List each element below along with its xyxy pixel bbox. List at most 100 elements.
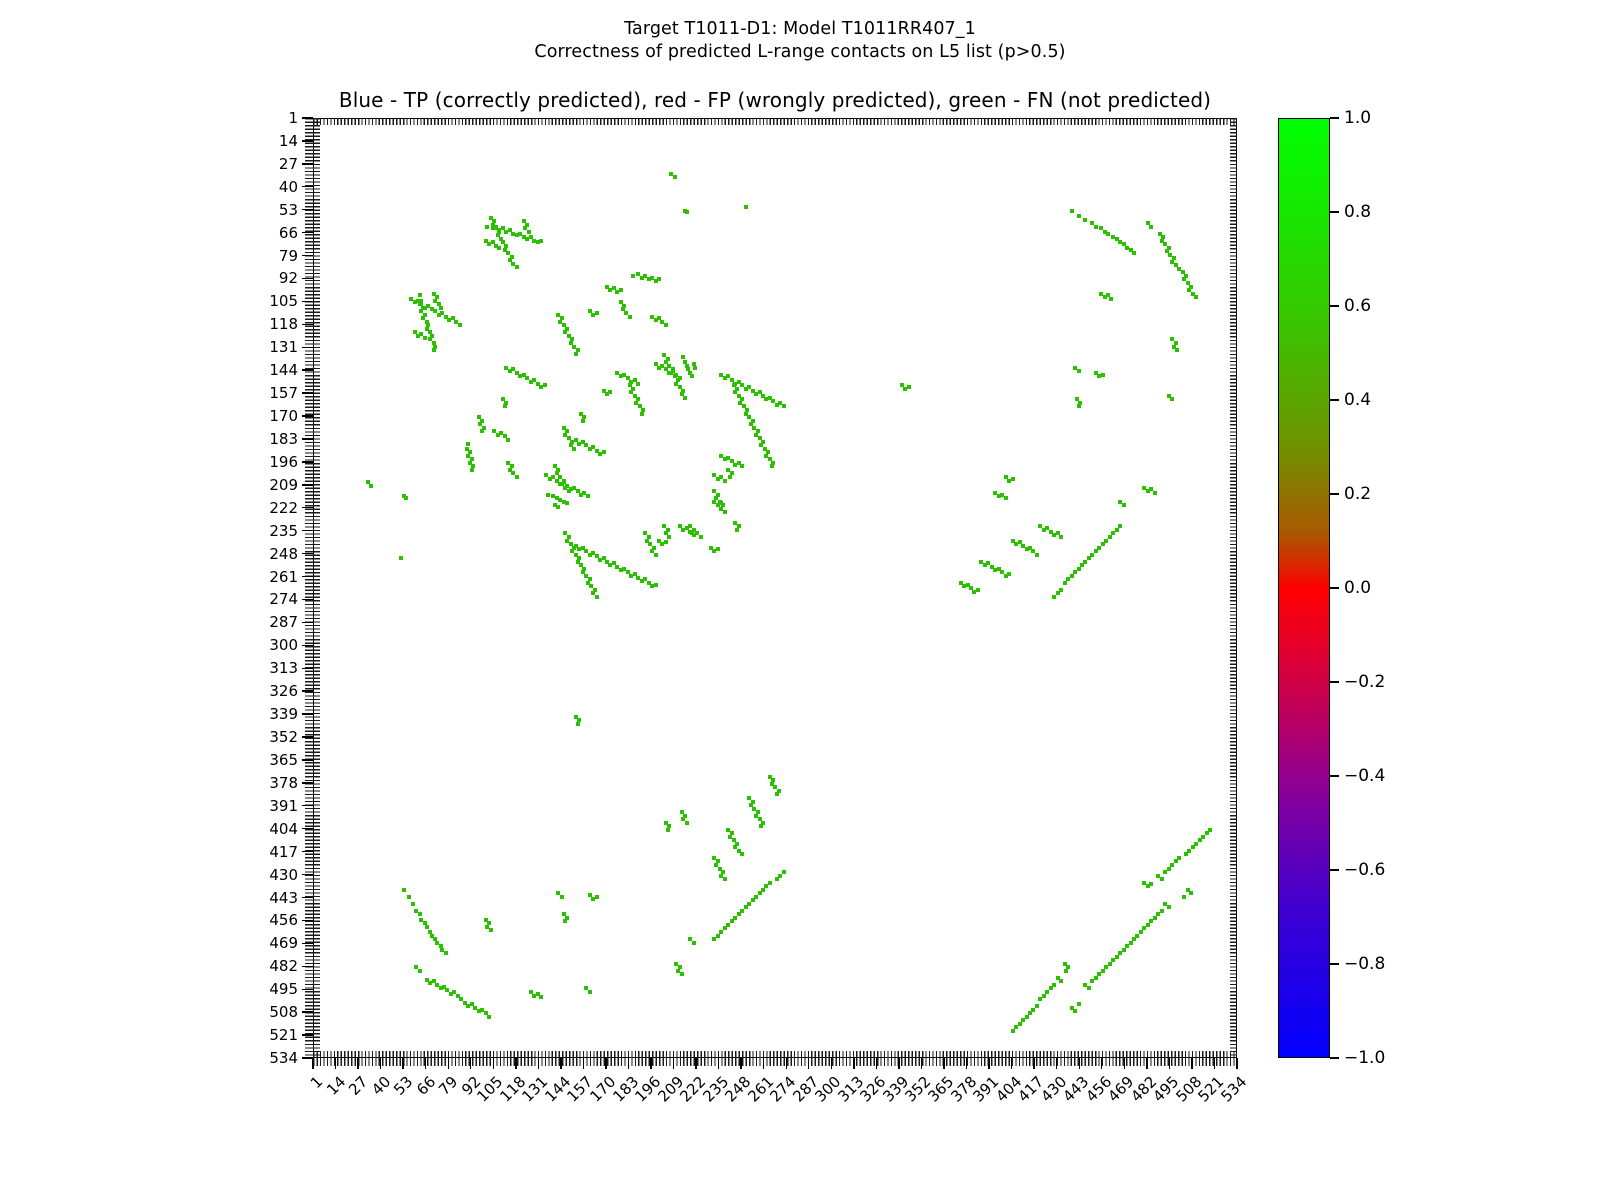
x-axis-major-tick [402,1058,404,1069]
contact-point [743,205,748,210]
y-tick-label-1: 1 [288,109,298,127]
contact-point [528,235,533,240]
contact-point [416,333,420,338]
x-axis-bottom-outer-minor-ticks [313,1058,1237,1066]
contact-point [594,448,599,453]
contact-map-plot[interactable] [313,118,1237,1058]
contact-point [618,300,623,305]
contact-point [636,272,641,277]
y-axis-major-tick [302,782,313,784]
contact-point [1041,527,1046,532]
contact-point [721,503,726,508]
contact-point [480,1007,485,1012]
x-axis-major-tick [740,1058,742,1069]
contact-point [431,340,436,345]
contact-point [729,471,734,476]
contact-point [419,332,424,337]
contact-point [682,395,687,400]
y-tick-label-495: 495 [269,980,298,999]
contact-point [585,494,590,499]
contact-point [1170,863,1175,867]
contact-point [414,965,419,970]
contact-point [502,247,507,252]
contact-point [677,965,682,970]
contact-point [1097,545,1102,550]
contact-point [719,930,724,935]
contact-point [1118,951,1123,956]
contact-point [580,570,585,575]
contact-point [759,443,764,448]
contact-point [1017,540,1022,545]
y-tick-label-482: 482 [269,957,298,976]
contact-point [1024,1014,1029,1019]
contact-point [736,912,741,917]
contact-point [656,538,661,543]
contact-point [1003,496,1008,501]
contact-point [1157,231,1162,236]
colorbar-gradient[interactable] [1278,118,1330,1058]
colorbar-major-tick [1330,211,1339,213]
contact-point [1118,524,1123,529]
contact-point [1145,884,1150,889]
contact-point [506,437,511,442]
contact-point [587,552,592,557]
contact-point [1204,831,1209,836]
contact-point [1055,531,1060,536]
contact-point [454,319,459,324]
contact-point [965,582,970,587]
contact-point [1180,270,1185,275]
contact-point [741,404,746,409]
contact-point [480,429,485,434]
y-axis-major-tick [302,575,313,578]
contact-point [769,781,774,786]
contact-point [1086,986,1091,991]
y-tick-label-469: 469 [269,934,298,953]
contact-point [1102,295,1107,300]
contact-point [736,460,741,465]
contact-point [487,1014,492,1019]
contact-point [752,425,757,430]
contact-point [416,298,420,303]
contact-point [1168,252,1173,257]
contact-point [440,947,445,952]
contact-point [745,407,750,412]
colorbar-tick-label-0: 1.0 [1344,108,1372,128]
contact-point [587,892,592,897]
contact-point [558,482,563,487]
contact-point [740,464,745,469]
x-axis-major-tick [1010,1058,1013,1069]
contact-point [1173,263,1178,268]
contact-point [669,370,674,375]
contact-point [663,360,668,365]
contact-point [771,778,776,783]
contact-point [1111,235,1116,240]
y-axis-major-tick [302,323,313,326]
contact-point [1045,989,1050,994]
contact-point [497,245,502,250]
contact-point [570,439,575,444]
contact-point [636,575,641,580]
y-axis-major-tick [302,117,313,119]
contact-point [422,312,427,317]
contact-point [1131,251,1136,256]
contact-point [672,374,677,379]
contact-point [1177,266,1182,271]
contact-point [591,445,596,450]
contact-point [1152,915,1157,920]
contact-point [587,446,592,451]
contact-point [506,251,511,256]
contact-point [565,501,570,506]
contact-point [1173,859,1178,864]
x-axis-major-tick [830,1058,833,1069]
contact-point [1156,873,1161,878]
contact-point [615,564,620,569]
contact-point [653,582,658,587]
contact-point [499,236,504,241]
contact-point [528,379,533,384]
contact-point [752,806,757,811]
contact-point [1183,852,1188,857]
contact-point [1138,930,1143,935]
contact-point [667,824,672,829]
contact-point [1135,933,1140,938]
contact-point [982,563,987,568]
